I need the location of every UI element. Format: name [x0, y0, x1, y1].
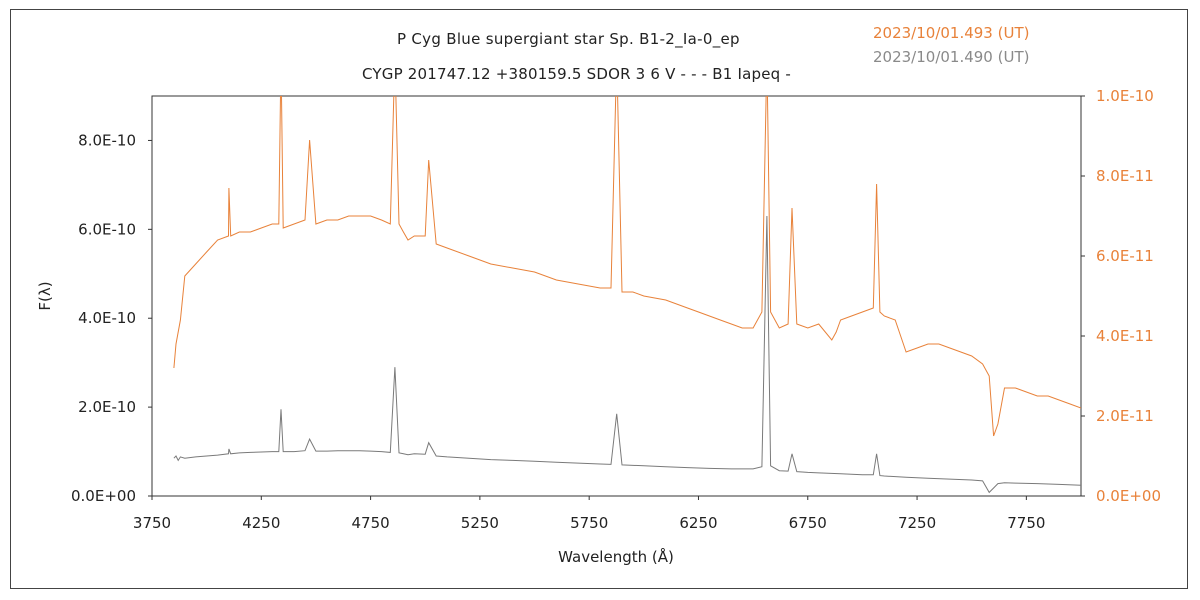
series-group	[173, 96, 1081, 494]
legend-timestamp-orange: 2023/10/01.493 (UT)	[873, 24, 1030, 42]
y2-tick-label-2: 4.0E-11	[1096, 327, 1154, 345]
chart-frame	[10, 9, 1188, 589]
x-tick-label-2: 4750	[351, 514, 389, 532]
y2-tick-label-3: 6.0E-11	[1096, 247, 1154, 265]
plot-area	[151, 95, 1082, 497]
y-axis-label: F(λ)	[36, 281, 54, 310]
x-tick-label-5: 6250	[679, 514, 717, 532]
x-tick-label-6: 6750	[789, 514, 827, 532]
x-tick-label-1: 4250	[242, 514, 280, 532]
y-tick-label-0: 0.0E+00	[71, 487, 136, 505]
x-tick-label-3: 5250	[461, 514, 499, 532]
y2-tick-label-0: 0.0E+00	[1096, 487, 1161, 505]
series-line-1	[173, 215, 1081, 494]
y2-tick-label-5: 1.0E-10	[1096, 87, 1154, 105]
chart-title: P Cyg Blue supergiant star Sp. B1-2_Ia-0…	[397, 30, 740, 48]
x-axis: 3750 4250 4750 5250 5750 6250 6750 7250 7750	[133, 496, 1045, 532]
y2-tick-label-1: 2.0E-11	[1096, 407, 1154, 425]
legend-timestamp-gray: 2023/10/01.490 (UT)	[873, 48, 1030, 66]
y-tick-label-2: 4.0E-10	[78, 309, 136, 327]
series-line-0	[173, 96, 1081, 437]
y2-tick-label-4: 8.0E-11	[1096, 167, 1154, 185]
x-tick-label-4: 5750	[570, 514, 608, 532]
x-tick-label-7: 7250	[898, 514, 936, 532]
y-tick-label-3: 6.0E-10	[78, 220, 136, 238]
x-axis-label: Wavelength (Å)	[558, 547, 674, 566]
y-tick-label-4: 8.0E-10	[78, 131, 136, 149]
x-tick-label-0: 3750	[133, 514, 171, 532]
y-tick-label-1: 2.0E-10	[78, 398, 136, 416]
x-tick-label-8: 7750	[1007, 514, 1045, 532]
chart-subtitle: CYGP 201747.12 +380159.5 SDOR 3 6 V - - …	[362, 65, 791, 83]
y-axis-right: 0.0E+00 2.0E-11 4.0E-11 6.0E-11 8.0E-11 1.0E-…	[1081, 87, 1161, 505]
y-axis-left: 0.0E+00 2.0E-10 4.0E-10 6.0E-10 8.0E-10	[71, 131, 152, 505]
